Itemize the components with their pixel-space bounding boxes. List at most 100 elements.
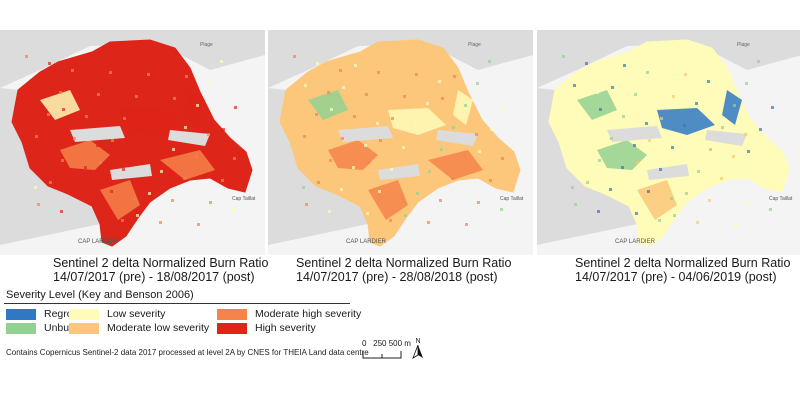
severity-speck — [720, 177, 723, 180]
severity-speck — [609, 188, 612, 191]
severity-speck — [303, 135, 306, 138]
severity-speck — [440, 148, 443, 151]
severity-speck — [134, 146, 137, 149]
severity-speck — [427, 221, 430, 224]
severity-speck — [621, 166, 624, 169]
severity-speck — [61, 159, 64, 162]
severity-speck — [428, 170, 431, 173]
severity-speck — [136, 214, 139, 217]
severity-patch — [40, 90, 80, 120]
legend-label: High severity — [255, 322, 316, 334]
severity-speck — [84, 166, 87, 169]
severity-speck — [502, 106, 505, 109]
severity-speck — [478, 150, 481, 153]
severity-speck — [147, 73, 150, 76]
severity-speck — [403, 95, 406, 98]
severity-speck — [342, 86, 345, 89]
severity-speck — [709, 148, 712, 151]
legend-swatch-unburned — [6, 322, 36, 334]
land-basemap — [0, 88, 100, 245]
severity-speck — [584, 113, 587, 116]
severity-speck — [635, 212, 638, 215]
severity-speck — [672, 95, 675, 98]
severity-speck — [110, 190, 113, 193]
severity-speck — [758, 179, 761, 182]
severity-speck — [99, 161, 102, 164]
severity-speck — [302, 186, 305, 189]
severity-patch — [328, 140, 378, 170]
severity-speck — [97, 93, 100, 96]
caption-panel-2: Sentinel 2 delta Normalized Burn Ratio 1… — [296, 256, 561, 284]
severity-speck — [170, 80, 173, 83]
severity-patch — [308, 90, 348, 120]
severity-speck — [108, 122, 111, 125]
caption-dates: 14/07/2017 (pre) - 18/08/2017 (post) — [53, 270, 255, 284]
plage-label: Plage — [468, 42, 481, 48]
severity-speck — [599, 108, 602, 111]
land-basemap — [268, 88, 368, 245]
scale-labels: 0 250 500 m — [362, 339, 411, 348]
severity-speck — [293, 55, 296, 58]
severity-speck — [683, 124, 686, 127]
severity-patch — [160, 150, 215, 180]
severity-speck — [611, 86, 614, 89]
severity-speck — [659, 168, 662, 171]
unburned-gap — [70, 126, 125, 142]
severity-speck — [574, 203, 577, 206]
severity-speck — [695, 102, 698, 105]
severity-speck — [71, 69, 74, 72]
severity-speck — [233, 157, 236, 160]
severity-speck — [636, 161, 639, 164]
severity-speck — [634, 93, 637, 96]
severity-speck — [35, 135, 38, 138]
legend-swatch-moderate-high — [217, 308, 247, 320]
severity-speck — [597, 210, 600, 213]
severity-speck — [25, 55, 28, 58]
severity-speck — [744, 133, 747, 136]
north-arrow-icon — [412, 344, 423, 359]
severity-speck — [74, 86, 77, 89]
caption-title: Sentinel 2 delta Normalized Burn Ratio — [296, 256, 512, 270]
severity-speck — [133, 197, 136, 200]
severity-speck — [172, 148, 175, 151]
severity-speck — [708, 199, 711, 202]
severity-speck — [60, 210, 63, 213]
severity-speck — [645, 122, 648, 125]
severity-speck — [769, 208, 772, 211]
map-svg: CAP LARDIER Cap Taillat Plage — [537, 30, 800, 255]
severity-speck — [376, 122, 379, 125]
severity-speck — [438, 80, 441, 83]
severity-speck — [441, 97, 444, 100]
severity-speck — [490, 128, 493, 131]
severity-speck — [158, 102, 161, 105]
legend-swatch-regrowth — [6, 308, 36, 320]
map-panel-2: CAP LARDIER Cap Taillat Plage — [268, 30, 533, 255]
severity-speck — [221, 179, 224, 182]
severity-speck — [173, 97, 176, 100]
severity-speck — [327, 91, 330, 94]
cap-lardier-label: CAP LARDIER — [346, 239, 387, 245]
severity-speck — [340, 188, 343, 191]
severity-speck — [684, 73, 687, 76]
severity-speck — [210, 150, 213, 153]
severity-speck — [633, 144, 636, 147]
severity-speck — [160, 170, 163, 173]
severity-patch — [722, 90, 742, 125]
severity-speck — [402, 146, 405, 149]
severity-speck — [465, 223, 468, 226]
severity-speck — [159, 221, 162, 224]
land-basemap — [268, 30, 533, 88]
severity-speck — [121, 219, 124, 222]
scale-label-500: 500 m — [388, 339, 411, 348]
severity-speck — [463, 155, 466, 158]
legend-label: Moderate low severity — [107, 322, 210, 334]
severity-speck — [73, 137, 76, 140]
severity-speck — [220, 60, 223, 63]
severity-speck — [367, 161, 370, 164]
severity-speck — [734, 223, 737, 226]
unburned-gap — [436, 130, 478, 146]
severity-speck — [341, 137, 344, 140]
severity-speck — [770, 157, 773, 160]
severity-speck — [439, 199, 442, 202]
cap-lardier-label: CAP LARDIER — [78, 239, 119, 245]
